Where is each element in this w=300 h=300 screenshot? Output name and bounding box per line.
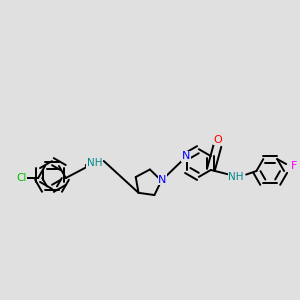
Text: N: N — [182, 151, 190, 161]
Text: F: F — [291, 161, 297, 171]
Text: Cl: Cl — [16, 173, 26, 183]
Text: NH: NH — [228, 172, 244, 182]
Text: NH: NH — [87, 158, 103, 168]
Text: O: O — [213, 135, 222, 145]
Text: N: N — [158, 175, 166, 184]
